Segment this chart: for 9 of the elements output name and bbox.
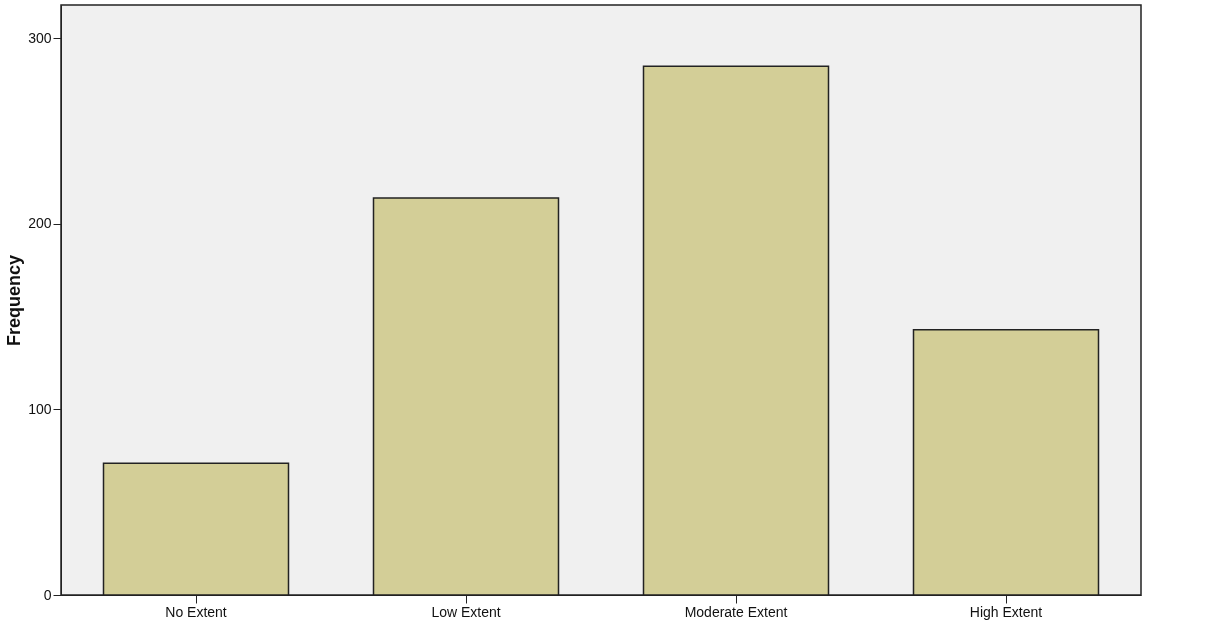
x-tick-label: No Extent [165,603,227,620]
y-axis-title: Frequency [4,254,25,347]
y-tick-label: 300 [28,29,52,46]
x-tick-label: High Extent [969,603,1043,620]
y-tick-label: 100 [28,400,52,417]
y-tick-label: 200 [28,215,52,232]
x-tick-label: Moderate Extent [684,603,788,620]
y-tick-label: 0 [43,586,52,603]
x-tick-label: Low Extent [431,603,501,620]
